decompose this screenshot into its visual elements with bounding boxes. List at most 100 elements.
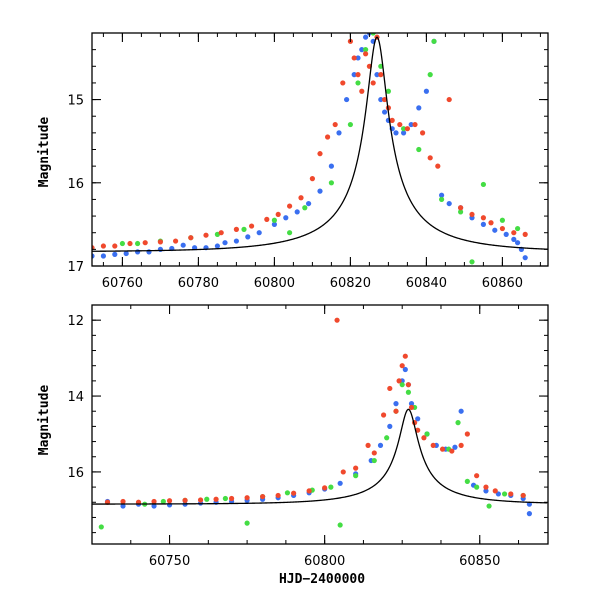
top-series-2-point [142,240,148,246]
bottom-series-2-point [182,497,188,503]
top-series-0-point [123,250,129,257]
bottom-series-2-point [405,382,412,388]
bottom-series-2-point [393,408,399,414]
bottom-series-2-point [508,491,514,497]
bottom-series-0-point [452,444,458,450]
bottom-series-2-point [430,442,436,448]
top-y-tick-label: 17 [67,260,84,275]
bottom-series-2-point [483,484,489,490]
top-series-0-point [256,230,262,236]
bottom-series-1-point [464,478,470,484]
top-series-0-point [233,238,239,244]
top-series-1-point [480,181,486,188]
top-series-0-point [344,96,350,103]
top-series-2-point [363,51,369,57]
top-series-0-point [317,188,323,194]
top-x-tick-label: 60860 [482,276,523,291]
top-series-0-point [446,200,452,207]
top-series-0-point [492,227,498,233]
top-series-2-point [309,176,315,182]
top-series-0-point [503,231,509,237]
bottom-series-1-point [328,484,334,490]
top-series-1-point [135,240,141,247]
top-series-2-point [469,211,475,218]
top-x-tick-label: 60780 [178,276,219,291]
top-series-2-point [317,151,323,157]
top-series-2-point [351,55,357,61]
top-series-0-point [374,72,380,78]
bottom-series-1-point [474,484,480,490]
bottom-x-tick-label: 60800 [304,554,345,569]
bottom-series-2-point [213,496,219,502]
top-series-0-point [515,240,521,246]
top-series-2-point [359,88,365,94]
top-series-2-point [446,96,452,103]
bottom-series-1-point [384,435,390,441]
top-series-2-point [378,72,384,78]
top-series-0-point [214,243,220,249]
top-series-0-point [393,130,399,136]
bottom-series-0-point [526,511,532,517]
bottom-series-0-point [377,442,384,448]
bottom-series-2-point [474,473,480,479]
top-series-0-point [306,200,312,207]
top-series-0-point [511,236,517,242]
bottom-series-1-point [399,382,405,388]
bottom-series-0-point [120,503,126,509]
top-y-axis-title: Magnitude [37,117,52,188]
bottom-series-2-point [340,469,346,475]
bottom-series-2-point [197,497,204,503]
top-series-1-point [363,47,369,53]
top-series-1-point [355,80,361,86]
bottom-series-1-point [501,491,508,497]
bottom-series-2-point [244,495,250,501]
top-series-0-point [522,255,528,261]
bottom-series-2-point [380,412,387,418]
top-series-0-point [416,105,422,111]
bottom-series-2-point [291,490,297,496]
top-series-2-point [264,216,270,222]
bottom-series-0-point [151,503,157,509]
top-series-0-point [355,55,361,61]
top-series-0-point [328,163,334,169]
top-series-1-point [439,196,445,203]
top-model-curve [92,36,548,252]
top-series-2-point [127,240,133,247]
top-series-1-point [241,226,247,232]
top-series-1-point [427,72,433,78]
top-series-0-point [135,249,141,255]
top-series-2-point [332,121,338,128]
bottom-series-2-point [387,385,393,392]
bottom-x-tick-label: 60750 [149,554,190,569]
top-series-0-point [480,221,486,227]
bottom-y-tick-label: 14 [67,390,84,405]
top-series-2-point [203,232,209,238]
top-series-0-point [294,209,300,215]
bottom-series-1-point [353,473,359,479]
top-series-0-point [523,268,528,273]
bottom-series-1-point [337,522,343,528]
bottom-y-tick-label: 16 [67,466,84,481]
bottom-series-1-point [284,490,291,496]
top-series-1-point [328,180,334,186]
top-series-2-point [435,163,441,169]
bottom-series-2-point [492,488,498,494]
bottom-series-1-point [204,496,210,502]
bottom-series-2-point [306,488,312,494]
top-series-1-point [385,88,391,94]
bottom-plot-frame [91,304,549,545]
top-y-tick-label: 15 [67,94,84,109]
top-series-1-point [499,217,505,223]
bottom-series-1-point [405,389,412,395]
top-x-tick-label: 60800 [254,276,295,291]
top-series-2-point [382,96,388,103]
bottom-series-0-point [415,416,421,422]
top-series-2 [92,34,528,251]
top-series-1-point [416,146,422,153]
top-series-2-point [404,126,410,132]
top-series-1-point [287,230,293,236]
bottom-series-0-point [408,401,415,407]
bottom-series-0-point [483,488,489,494]
bottom-series-0 [104,366,532,517]
top-series-2-point [499,225,505,232]
